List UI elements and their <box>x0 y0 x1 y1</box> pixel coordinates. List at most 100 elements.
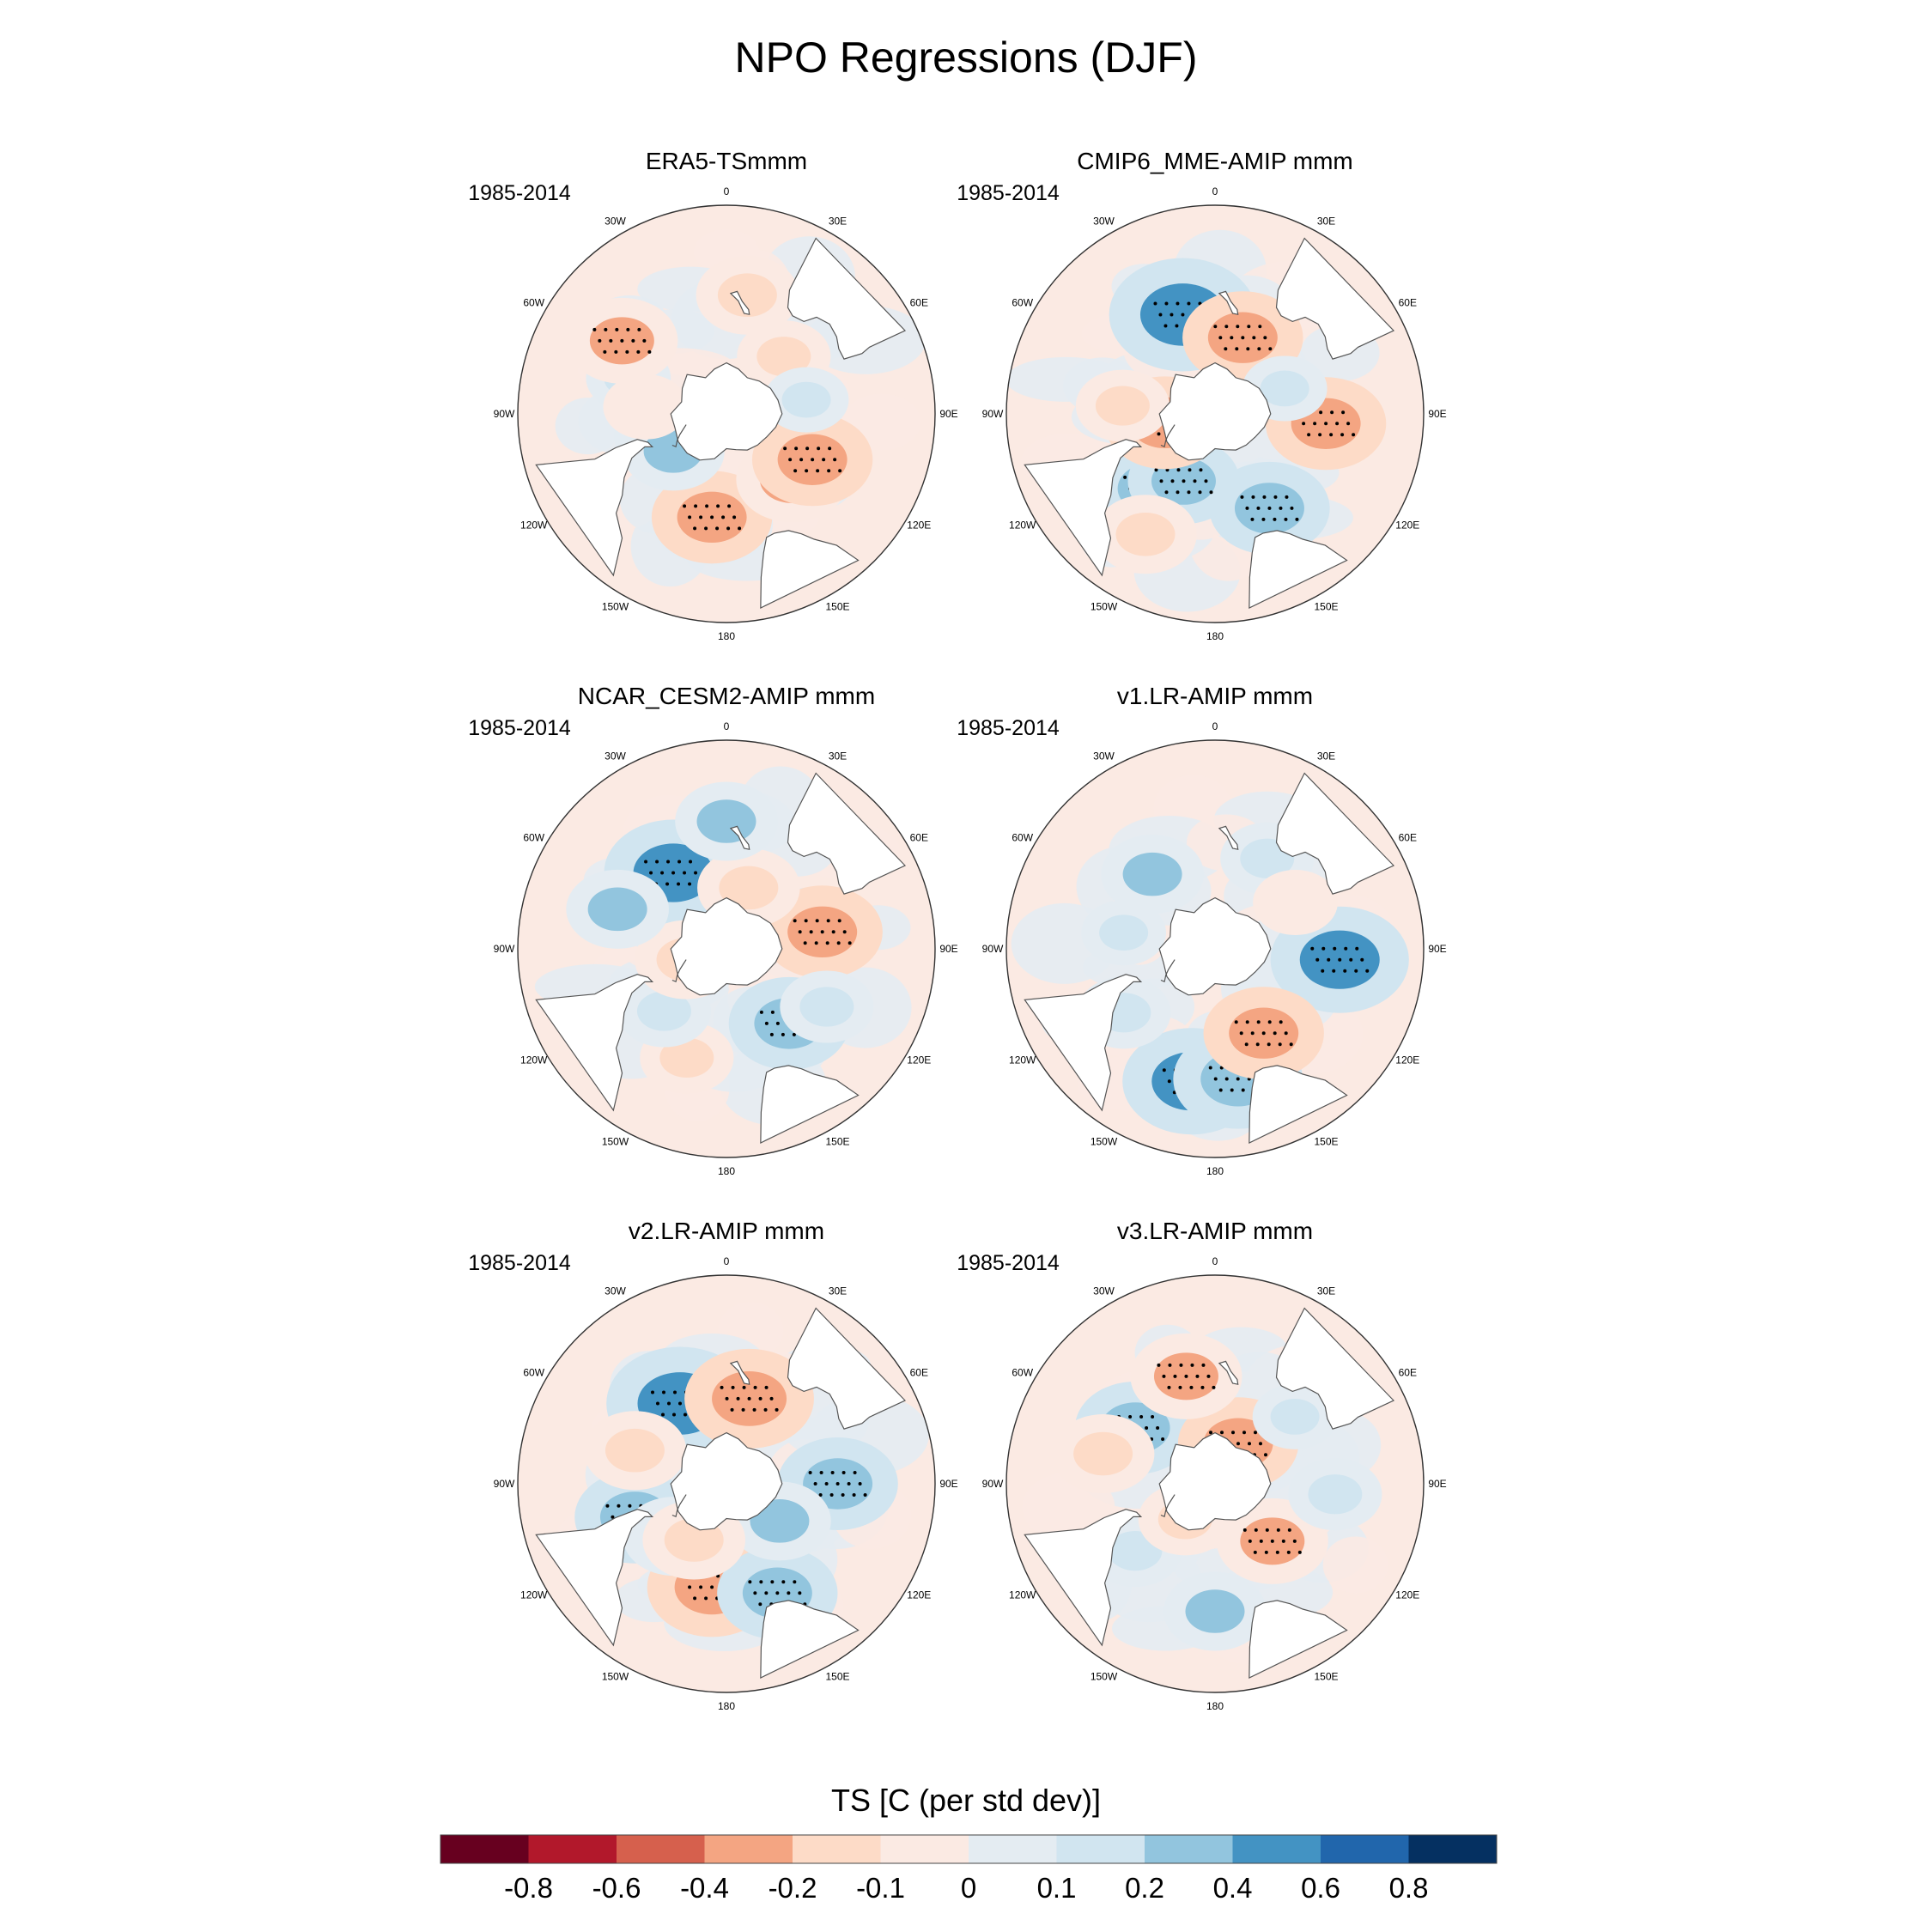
longitude-label: 180 <box>1206 1700 1224 1712</box>
panel-period: 1985-2014 <box>957 181 1060 205</box>
anomaly-field <box>518 1275 935 1692</box>
longitude-label: 90W <box>982 1478 1004 1490</box>
panel-title: v1.LR-AMIP mmm <box>1117 683 1313 709</box>
colorbar-swatch <box>617 1835 705 1863</box>
significance-stipple <box>683 504 742 531</box>
significance-stipple <box>1213 325 1273 351</box>
antarctic-peninsula <box>671 1494 687 1518</box>
longitude-label: 150E <box>1314 1135 1338 1147</box>
longitude-label: 90W <box>494 1478 515 1490</box>
colorbar: -0.8 -0.6 -0.4 -0.2 -0.1 0 0.1 0.2 0.4 0.6 0.8 <box>440 1834 1498 1904</box>
longitude-label: 30E <box>1317 750 1335 762</box>
anomaly-core <box>1115 512 1176 556</box>
longitude-label: 90E <box>939 408 957 420</box>
longitude-label: 120E <box>1395 1054 1419 1066</box>
significance-stipple <box>793 919 852 945</box>
significance-stipple <box>592 327 652 354</box>
longitude-label: 0 <box>724 720 730 732</box>
panel-period: 1985-2014 <box>468 716 571 740</box>
colorbar-swatch <box>1232 1835 1321 1863</box>
longitude-label: 30E <box>829 216 847 228</box>
colorbar-tick-label: 0.1 <box>1037 1872 1077 1904</box>
anomaly-core <box>799 987 854 1027</box>
colorbar-frame <box>440 1834 1498 1864</box>
colorbar-swatch <box>969 1835 1057 1863</box>
map-panel-4: 0 30E 60E 90E 120E 150E 180 150W 120W 90W 60W 30W v1… <box>957 683 1446 1177</box>
colorbar-tick-label: 0.4 <box>1213 1872 1253 1904</box>
colorbar-title: TS [C (per std dev)] <box>830 1783 1102 1818</box>
longitude-label: 180 <box>718 630 735 642</box>
colorbar-tick-label: 0.8 <box>1389 1872 1429 1904</box>
map-boundary <box>517 1274 936 1693</box>
longitude-label: 90E <box>1428 1478 1446 1490</box>
antarctica-outline <box>670 361 783 461</box>
longitude-label: 180 <box>718 1700 735 1712</box>
significance-stipple <box>1157 1363 1216 1389</box>
panel-title: NCAR_CESM2-AMIP mmm <box>578 683 875 709</box>
longitude-label: 90E <box>939 943 957 955</box>
anomaly-core <box>1099 914 1149 951</box>
map-panel-5: 0 30E 60E 90E 120E 150E 180 150W 120W 90W 60W 30W v2… <box>468 1218 957 1712</box>
anomaly-core <box>605 1428 665 1473</box>
map-boundary <box>1005 739 1425 1158</box>
africa-outline <box>1249 530 1348 609</box>
antarctic-peninsula <box>671 959 687 983</box>
panel-period: 1985-2014 <box>957 716 1060 740</box>
antarctic-peninsula <box>1160 1494 1176 1518</box>
colorbar-swatch <box>1321 1835 1409 1863</box>
map-boundary <box>517 739 936 1158</box>
longitude-label: 180 <box>1206 1165 1224 1177</box>
colorbar-tick-label: -0.4 <box>680 1872 729 1904</box>
colorbar-tick-label: 0.2 <box>1125 1872 1164 1904</box>
longitude-label: 60E <box>1399 297 1417 309</box>
longitude-label: 90E <box>1428 943 1446 955</box>
africa-outline <box>760 1600 860 1679</box>
longitude-label: 150W <box>1091 1135 1118 1147</box>
longitude-label: 60E <box>1399 1367 1417 1379</box>
longitude-label: 60E <box>910 832 928 844</box>
longitude-label: 120W <box>520 519 548 532</box>
australia-outline <box>1275 772 1395 895</box>
longitude-label: 150W <box>602 1670 629 1682</box>
africa-outline <box>760 1065 860 1144</box>
longitude-label: 120E <box>1395 1589 1419 1601</box>
longitude-label: 150E <box>1314 600 1338 612</box>
antarctica-outline <box>1158 1431 1272 1531</box>
anomaly-core <box>1270 1399 1320 1435</box>
anomaly-core <box>1073 1431 1133 1476</box>
significance-stipple <box>748 1580 807 1607</box>
longitude-label: 30W <box>605 750 626 762</box>
longitude-label: 60W <box>523 1367 544 1379</box>
longitude-label: 120E <box>907 519 931 532</box>
map-panels: 0 30E 60E 90E 120E 150E 180 150W 120W 90W 60W 30W ER… <box>468 148 1446 1712</box>
colorbar-swatch <box>704 1835 793 1863</box>
longitude-label: 90W <box>982 943 1004 955</box>
colorbar-tick-label: 0 <box>961 1872 976 1904</box>
longitude-label: 30W <box>1093 216 1115 228</box>
australia-outline <box>787 1307 907 1430</box>
anomaly-core <box>719 866 779 910</box>
new-zealand-outline <box>1218 825 1239 850</box>
anomaly-core <box>1185 1589 1245 1633</box>
map-boundary <box>517 204 936 623</box>
longitude-label: 150E <box>825 600 849 612</box>
new-zealand-outline <box>729 290 750 315</box>
anomaly-core <box>1122 852 1182 896</box>
longitude-label: 30W <box>605 1285 626 1297</box>
longitude-label: 120W <box>1009 1589 1036 1601</box>
longitude-label: 60W <box>1012 1367 1033 1379</box>
australia-outline <box>1275 237 1395 360</box>
africa-outline <box>760 530 860 609</box>
significance-stipple <box>1310 946 1370 973</box>
longitude-label: 0 <box>1212 185 1218 197</box>
longitude-label: 60W <box>523 832 544 844</box>
longitude-label: 0 <box>724 1255 730 1267</box>
map-panel-6: 0 30E 60E 90E 120E 150E 180 150W 120W 90W 60W 30W v3… <box>957 1218 1446 1712</box>
australia-outline <box>787 772 907 895</box>
longitude-label: 90E <box>939 1478 957 1490</box>
australia-outline <box>787 237 907 360</box>
colorbar-swatch <box>880 1835 969 1863</box>
longitude-label: 30E <box>1317 1285 1335 1297</box>
anomaly-field <box>518 740 935 1157</box>
longitude-label: 180 <box>718 1165 735 1177</box>
